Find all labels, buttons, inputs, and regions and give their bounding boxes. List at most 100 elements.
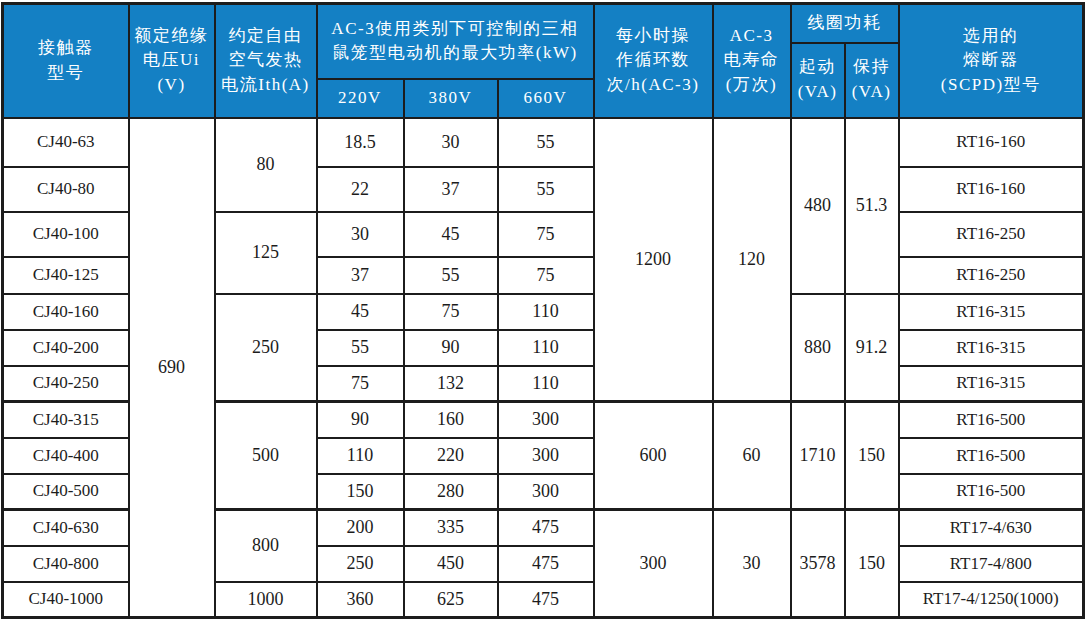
model-cell: CJ40-100 [3,212,129,257]
model-cell: CJ40-400 [3,438,129,474]
spec-table-container: 接触器 型号 额定绝缘 电压Ui (V) 约定自由 空气发热 电流Ith(A) … [0,0,1085,621]
value-cell: RT16-160 [899,167,1084,212]
value-cell: 200 [317,510,404,546]
col-header-operating-cycles: 每小时操 作循环数 次/h(AC-3) [594,4,713,118]
value-cell: 80 [215,118,317,212]
value-cell: RT16-500 [899,474,1084,510]
value-cell: 90 [317,402,404,438]
col-header-coil-power: 线圈功耗 [791,4,899,43]
col-header-fuse-type: 选用的 熔断器 (SCPD)型号 [899,4,1084,118]
value-cell: RT16-315 [899,330,1084,366]
col-header-contactor-model: 接触器 型号 [3,4,129,118]
col-header-thermal-current: 约定自由 空气发热 电流Ith(A) [215,4,317,118]
value-cell: RT16-500 [899,438,1084,474]
value-cell: RT16-250 [899,257,1084,294]
value-cell: 18.5 [317,118,404,167]
value-cell: 360 [317,582,404,618]
value-cell: 110 [317,438,404,474]
value-cell: 30 [317,212,404,257]
value-cell: 55 [498,167,594,212]
value-cell: 60 [713,402,791,510]
value-cell: 880 [791,294,845,402]
value-cell: 160 [404,402,498,438]
value-cell: RT16-315 [899,366,1084,402]
value-cell: RT16-315 [899,294,1084,330]
value-cell: 250 [215,294,317,402]
value-cell: 300 [498,474,594,510]
value-cell: 55 [498,118,594,167]
model-cell: CJ40-1000 [3,582,129,618]
value-cell: 37 [317,257,404,294]
value-cell: 500 [215,402,317,510]
value-cell: 150 [845,402,899,510]
value-cell: 75 [317,366,404,402]
value-cell: RT16-500 [899,402,1084,438]
model-cell: CJ40-160 [3,294,129,330]
col-header-max-motor-power: AC-3使用类别下可控制的三相 鼠笼型电动机的最大功率(kW) [317,4,594,79]
value-cell: 625 [404,582,498,618]
value-cell: 55 [404,257,498,294]
value-cell: 1200 [594,118,713,402]
value-cell: 3578 [791,510,845,618]
value-cell: RT17-4/800 [899,546,1084,582]
table-header: 接触器 型号 额定绝缘 电压Ui (V) 约定自由 空气发热 电流Ith(A) … [3,4,1084,118]
value-cell: 475 [498,546,594,582]
value-cell: 480 [791,118,845,294]
col-header-380v: 380V [404,79,498,118]
value-cell: 45 [317,294,404,330]
model-cell: CJ40-200 [3,330,129,366]
contactor-spec-table: 接触器 型号 额定绝缘 电压Ui (V) 约定自由 空气发热 电流Ith(A) … [1,2,1085,619]
model-cell: CJ40-630 [3,510,129,546]
value-cell: 300 [498,402,594,438]
col-header-pickup-va: 起动 (VA) [791,43,845,118]
value-cell: 45 [404,212,498,257]
value-cell: 450 [404,546,498,582]
table-row: CJ40-636908018.53055120012048051.3RT16-1… [3,118,1084,167]
value-cell: 475 [498,582,594,618]
value-cell: 600 [594,402,713,510]
value-cell: 1710 [791,402,845,510]
col-header-holding-va: 保持 (VA) [845,43,899,118]
value-cell: 220 [404,438,498,474]
model-cell: CJ40-80 [3,167,129,212]
value-cell: 30 [713,510,791,618]
value-cell: 30 [404,118,498,167]
value-cell: RT17-4/1250(1000) [899,582,1084,618]
table-body: CJ40-636908018.53055120012048051.3RT16-1… [3,118,1084,618]
model-cell: CJ40-250 [3,366,129,402]
value-cell: 37 [404,167,498,212]
value-cell: 75 [404,294,498,330]
value-cell: 300 [498,438,594,474]
value-cell: 250 [317,546,404,582]
model-cell: CJ40-315 [3,402,129,438]
value-cell: 55 [317,330,404,366]
model-cell: CJ40-125 [3,257,129,294]
value-cell: 150 [845,510,899,618]
value-cell: 280 [404,474,498,510]
value-cell: 1000 [215,582,317,618]
value-cell: 300 [594,510,713,618]
value-cell: RT17-4/630 [899,510,1084,546]
value-cell: 110 [498,294,594,330]
value-cell: 125 [215,212,317,294]
value-cell: 800 [215,510,317,582]
value-cell: 120 [713,118,791,402]
value-cell: 335 [404,510,498,546]
header-row-1: 接触器 型号 额定绝缘 电压Ui (V) 约定自由 空气发热 电流Ith(A) … [3,4,1084,43]
model-cell: CJ40-800 [3,546,129,582]
col-header-electrical-life: AC-3 电寿命 (万次) [713,4,791,118]
value-cell: 475 [498,510,594,546]
value-cell: 75 [498,257,594,294]
col-header-220v: 220V [317,79,404,118]
value-cell: 132 [404,366,498,402]
value-cell: 690 [129,118,215,618]
model-cell: CJ40-63 [3,118,129,167]
value-cell: RT16-250 [899,212,1084,257]
value-cell: 51.3 [845,118,899,294]
model-cell: CJ40-500 [3,474,129,510]
value-cell: RT16-160 [899,118,1084,167]
value-cell: 75 [498,212,594,257]
value-cell: 22 [317,167,404,212]
value-cell: 90 [404,330,498,366]
col-header-660v: 660V [498,79,594,118]
